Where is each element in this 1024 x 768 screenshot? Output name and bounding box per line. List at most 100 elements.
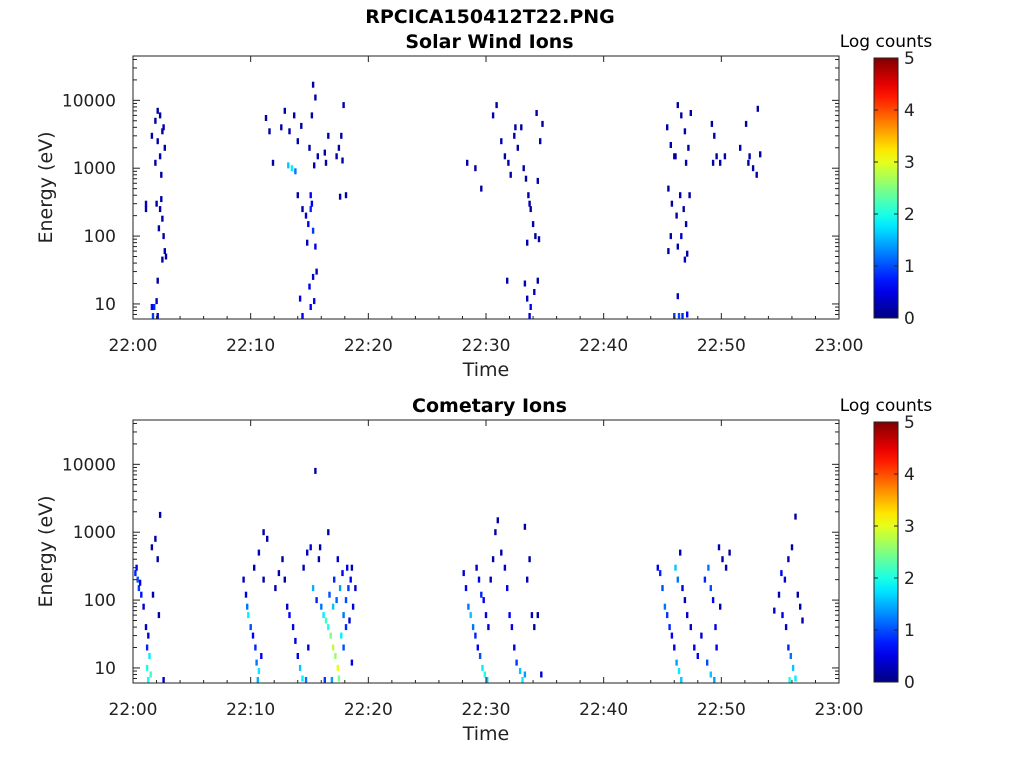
heatmap-cell (748, 153, 751, 160)
heatmap-cell (161, 256, 164, 263)
heatmap-cell (300, 122, 303, 129)
heatmap-cell (759, 151, 762, 158)
heatmap-cell (314, 94, 317, 101)
heatmap-cell (536, 612, 539, 619)
x-tick-label: 22:50 (697, 700, 746, 720)
heatmap-cell (681, 585, 684, 592)
heatmap-cell (777, 591, 781, 598)
heatmap-cell (686, 311, 689, 318)
heatmap-cell (683, 256, 687, 263)
heatmap-cell (266, 535, 269, 542)
heatmap-cell (682, 206, 685, 213)
heatmap-cell (150, 132, 154, 139)
heatmap-cell (520, 124, 523, 131)
heatmap-cell (478, 653, 482, 659)
heatmap-cell (307, 644, 310, 651)
heatmap-cell (298, 295, 302, 302)
heatmap-cell (679, 549, 682, 556)
heatmap-cells (144, 81, 762, 319)
heatmap-cell (683, 128, 687, 135)
y-tick-label: 1000 (73, 159, 116, 179)
heatmap-cell (144, 206, 148, 213)
heatmap-cell (163, 248, 166, 255)
heatmap-cell (260, 653, 263, 659)
heatmap-cell (773, 607, 776, 614)
x-tick-label: 22:00 (109, 336, 158, 356)
plot-frame (132, 419, 840, 684)
heatmap-cell (495, 102, 498, 109)
heatmap-cell (680, 233, 683, 240)
heatmap-cell (721, 556, 724, 563)
heatmap-cell (667, 248, 670, 255)
heatmap-cell (755, 171, 758, 178)
x-tick-label: 23:00 (815, 700, 864, 720)
heatmap-cell (715, 644, 718, 651)
heatmap-cell (514, 124, 517, 131)
heatmap-cell (294, 637, 297, 644)
colorbar-tick-label: 5 (904, 413, 915, 433)
heatmap-cell (264, 115, 268, 121)
heatmap-cell (138, 579, 142, 586)
figure-title: RPCICA150412T22.PNG (365, 6, 615, 28)
heatmap-cell (523, 523, 527, 530)
heatmap-cell (296, 653, 299, 659)
colorbar-label: Log counts (840, 32, 933, 52)
heatmap-cell (156, 138, 159, 145)
heatmap-cell (676, 102, 679, 109)
x-tick-label: 22:10 (226, 700, 275, 720)
heatmap-cell (696, 653, 699, 659)
heatmap-cell (476, 644, 479, 651)
x-tick-label: 22:20 (344, 336, 393, 356)
heatmap-cell (331, 603, 335, 610)
x-tick-label: 22:20 (344, 700, 393, 720)
heatmap-cell (283, 576, 286, 583)
heatmap-cell (524, 175, 528, 182)
panel-1-title: Solar Wind Ions (405, 31, 574, 53)
heatmap-cell (290, 165, 294, 172)
heatmap-cell (246, 603, 249, 610)
heatmap-cell (799, 603, 802, 610)
heatmap-cell (336, 664, 339, 671)
heatmap-cell (323, 677, 326, 683)
heatmap-cell (301, 206, 304, 213)
heatmap-cell (480, 591, 483, 598)
heatmap-cell (280, 124, 283, 131)
heatmap-cell (296, 192, 299, 199)
heatmap-cell (327, 624, 330, 631)
heatmap-cell (158, 153, 162, 160)
heatmap-cell (713, 677, 716, 683)
heatmap-cell (316, 153, 319, 160)
heatmap-cell (747, 159, 750, 166)
heatmap-cell (709, 671, 712, 678)
heatmap-cell (535, 110, 538, 116)
heatmap-cell (503, 153, 507, 160)
heatmap-cell (294, 168, 297, 175)
heatmap-cell (540, 671, 543, 678)
heatmap-cell (347, 585, 350, 592)
y-tick-label: 100 (84, 591, 116, 611)
heatmap-cells (134, 467, 804, 683)
heatmap-cell (304, 212, 308, 219)
heatmap-cell (296, 138, 299, 145)
heatmap-cell (528, 313, 531, 319)
heatmap-cell (342, 644, 345, 651)
heatmap-cell (500, 138, 503, 145)
heatmap-cell (308, 144, 311, 151)
heatmap-cell (274, 585, 277, 592)
heatmap-cell (724, 564, 728, 571)
heatmap-cell (309, 544, 312, 551)
heatmap-cell (507, 159, 510, 166)
heatmap-cell (335, 153, 338, 160)
heatmap-cell (251, 632, 255, 639)
heatmap-cell (670, 632, 674, 639)
x-tick-label: 22:50 (697, 336, 746, 356)
panel-2: 22:00 22:10 22:20 22:30 22:40 22:50 23:0010100… (35, 396, 932, 745)
heatmap-cell (666, 612, 669, 619)
heatmap-cell (311, 81, 315, 88)
heatmap-cell (533, 624, 536, 631)
heatmap-cell (309, 304, 312, 310)
heatmap-cell (154, 117, 157, 124)
heatmap-cell (257, 549, 261, 556)
heatmap-cell (663, 603, 667, 610)
heatmap-cell (256, 677, 259, 683)
